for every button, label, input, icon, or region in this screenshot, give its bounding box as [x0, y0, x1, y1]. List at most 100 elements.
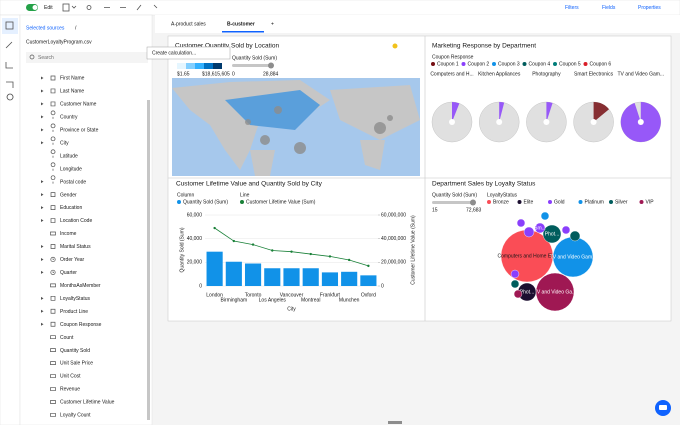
y-tick-label: 40,000: [187, 236, 203, 242]
toolbar-icons[interactable]: [62, 3, 158, 12]
field-item[interactable]: Unit Sale Price: [50, 361, 94, 367]
field-icon: [50, 75, 56, 81]
field-item[interactable]: MonthsAsMember: [50, 283, 101, 289]
x-tick-label: Birmingham: [220, 297, 247, 303]
field-item[interactable]: Customer Name: [41, 102, 97, 108]
pie-slice: [452, 102, 460, 122]
y2-axis-title: Customer Lifetime Value (Sum): [410, 215, 416, 285]
field-item[interactable]: Customer Lifetime Value: [50, 400, 115, 406]
legend-label: Coupon 4: [529, 62, 551, 68]
expand-arrow: [41, 115, 44, 119]
field-icon: [50, 361, 56, 365]
field-icon: [50, 162, 56, 171]
bar: [225, 261, 242, 286]
filters-button[interactable]: Filters: [565, 5, 579, 11]
rail-icons[interactable]: [5, 21, 14, 101]
expand-arrow: [41, 102, 44, 106]
pie-hole: [637, 119, 644, 125]
field-item[interactable]: Postal code: [41, 175, 86, 186]
legend-swatch: [609, 200, 613, 204]
field-label: City: [60, 140, 69, 146]
x-tick-label: Los Angeles: [259, 297, 287, 303]
field-label: Quarter: [60, 270, 77, 276]
tab-indicator: [222, 31, 264, 33]
legend-swatch: [492, 62, 496, 66]
edit-label: Edit: [44, 5, 53, 11]
field-item[interactable]: Latitude: [50, 149, 78, 160]
x-axis-title: City: [287, 306, 296, 312]
bubble[interactable]: [540, 211, 550, 221]
bubble[interactable]: [510, 269, 520, 279]
expand-arrow: [41, 89, 44, 93]
field-item[interactable]: Quantity Sold: [50, 348, 91, 354]
scrollbar[interactable]: [147, 100, 150, 420]
warning-icon[interactable]: [392, 43, 398, 49]
field-item[interactable]: Longitude: [50, 162, 82, 173]
bar: [264, 268, 281, 286]
field-item[interactable]: Order Year: [41, 256, 85, 263]
field-label: Income: [60, 231, 77, 237]
field-item[interactable]: LoyaltyStatus: [41, 296, 91, 302]
y2-tick-label: 20,000,000: [381, 260, 406, 266]
bubble[interactable]: [523, 226, 535, 238]
field-icon: [50, 192, 56, 197]
field-item[interactable]: City: [41, 136, 69, 147]
tab[interactable]: B-customer: [227, 21, 255, 27]
y-axis-title: Quantity Sold (Sum): [179, 227, 185, 272]
legend-swatch: [240, 200, 244, 204]
field-label: Revenue: [60, 387, 80, 393]
field-item[interactable]: Location Code: [41, 218, 92, 224]
widget-title: Customer Lifetime Value and Quantity Sol…: [176, 181, 323, 188]
rail-selected[interactable]: [2, 18, 18, 34]
field-item[interactable]: Revenue: [50, 387, 81, 393]
field-item[interactable]: Education: [41, 205, 82, 211]
field-item[interactable]: Loyalty Count: [50, 413, 92, 419]
breadcrumb[interactable]: Selected sources: [26, 25, 65, 31]
tab[interactable]: A-product sales: [171, 21, 206, 27]
x-tick-label: London: [206, 292, 223, 298]
bubble[interactable]: [516, 218, 526, 228]
search-box[interactable]: [26, 52, 148, 63]
tab[interactable]: +: [271, 21, 274, 27]
field-item[interactable]: Province or State: [41, 123, 99, 134]
field-item[interactable]: Income: [50, 231, 77, 237]
fields-button[interactable]: Fields: [602, 5, 616, 11]
bubble[interactable]: [513, 289, 523, 299]
field-icon: [50, 149, 56, 158]
bubble[interactable]: [510, 279, 520, 289]
bubble[interactable]: [534, 222, 546, 234]
expand-arrow: [41, 193, 44, 197]
field-icon: [50, 400, 56, 404]
bubble-label: Sm...: [534, 225, 546, 231]
bubble-label: Phot...: [520, 289, 534, 295]
field-item[interactable]: Unit Cost: [50, 374, 82, 380]
resize-handle[interactable]: [388, 421, 402, 424]
ramp-max: $18,615,605: [202, 71, 230, 77]
field-item[interactable]: Quarter: [41, 269, 77, 276]
field-icon: [50, 295, 56, 301]
field-item[interactable]: Coupon Response: [41, 322, 102, 328]
field-item[interactable]: Product Line: [41, 309, 88, 315]
y-tick-label: 20,000: [187, 260, 203, 266]
field-icon: [50, 101, 56, 107]
field-item[interactable]: Count: [50, 335, 74, 341]
field-icon: [50, 123, 56, 132]
legend-title: Coupon Response: [432, 54, 474, 60]
field-label: LoyaltyStatus: [60, 296, 91, 302]
field-label: Longitude: [60, 166, 82, 172]
properties-button[interactable]: Properties: [638, 5, 661, 11]
field-label: Customer Lifetime Value: [60, 400, 115, 406]
bubble[interactable]: [569, 230, 581, 242]
field-item[interactable]: Country: [41, 110, 78, 121]
field-item[interactable]: Marital Status: [41, 244, 91, 250]
field-item[interactable]: Gender: [41, 192, 77, 198]
bubble[interactable]: [542, 224, 562, 244]
breadcrumb-sep: /: [75, 25, 77, 31]
field-item[interactable]: First Name: [41, 76, 85, 82]
size-slider: [432, 201, 474, 204]
expand-arrow: [41, 270, 44, 274]
bubble[interactable]: [561, 225, 571, 235]
field-item[interactable]: Last Name: [41, 89, 84, 95]
field-icon: [50, 256, 56, 262]
field-label: Coupon Response: [60, 322, 102, 328]
